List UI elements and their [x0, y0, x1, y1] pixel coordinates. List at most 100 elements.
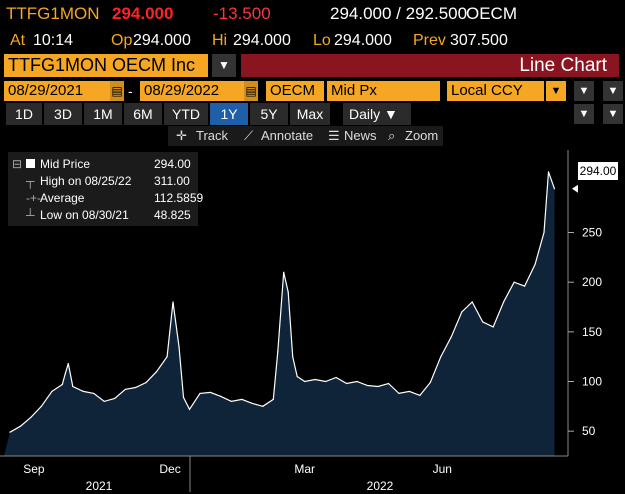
price-point: [335, 376, 337, 379]
price-point: [135, 386, 137, 389]
x-tick-label: Mar: [294, 462, 315, 476]
price-field[interactable]: Mid Px: [327, 81, 440, 101]
options-dropdown-icon[interactable]: ▼: [574, 81, 594, 101]
price-point: [272, 398, 274, 400]
last-price: 294.000: [112, 4, 174, 23]
security-dropdown-icon[interactable]: ▼: [212, 54, 236, 77]
period-tab-1y[interactable]: 1Y: [210, 103, 248, 125]
price-point: [461, 311, 463, 313]
x-tick-label: Sep: [23, 462, 45, 476]
low-label: Lo: [313, 32, 331, 49]
price-point: [188, 408, 191, 410]
price-point: [64, 372, 66, 375]
bid-ask: 294.000 / 292.500: [330, 4, 468, 23]
legend-avg-label: Average: [40, 191, 85, 205]
price-point: [513, 281, 515, 283]
ticker: TTFG1MON: [6, 4, 100, 23]
price-point: [241, 398, 243, 400]
price-point: [277, 351, 279, 353]
collapse-icon[interactable]: ⊟: [12, 157, 23, 171]
period-tab-ytd[interactable]: YTD: [164, 103, 208, 125]
open-label: Op: [111, 32, 133, 49]
annotate-icon[interactable]: ⟋: [244, 128, 254, 143]
zoom-button[interactable]: Zoom: [405, 128, 439, 143]
menu-dropdown-icon[interactable]: ▼: [603, 81, 623, 101]
chart-legend: ⊟ Mid Price 294.00 ┬ High on 08/25/22 31…: [8, 152, 203, 226]
prev-label: Prev: [413, 32, 446, 49]
y-tick-label: 250: [582, 226, 602, 240]
track-icon[interactable]: ✛: [176, 128, 187, 143]
quote-line-2: At 10:14 Op 294.000 Hi 294.000 Lo 294.00…: [0, 28, 625, 52]
price-point: [314, 378, 316, 381]
period-tab-6m[interactable]: 6M: [124, 103, 162, 125]
y-tick-label: 50: [582, 424, 596, 438]
price-point: [398, 392, 400, 395]
price-change: -13.500: [213, 4, 271, 23]
price-point: [67, 363, 69, 365]
period-tab-1d[interactable]: 1D: [6, 103, 42, 125]
currency-dropdown-icon[interactable]: ▼: [546, 81, 566, 101]
annotate-button[interactable]: Annotate: [261, 128, 314, 143]
price-point: [124, 388, 126, 391]
price-point: [292, 356, 294, 358]
news-icon[interactable]: ☰: [328, 128, 340, 143]
price-point: [262, 405, 264, 407]
price-point: [230, 400, 232, 402]
price-point: [283, 271, 285, 273]
end-calendar-icon[interactable]: ▤: [244, 81, 258, 101]
price-point: [40, 405, 42, 407]
start-calendar-icon[interactable]: ▤: [110, 81, 124, 101]
price-point: [178, 346, 180, 348]
price-point: [182, 396, 185, 398]
price-point: [114, 397, 116, 399]
price-point: [523, 285, 526, 287]
y-tick-label: 200: [582, 275, 602, 289]
price-point: [440, 356, 442, 358]
news-button[interactable]: News: [344, 128, 377, 143]
prev-value: 307.500: [450, 32, 508, 49]
price-point: [155, 370, 158, 373]
last-price-tag: 294.00: [578, 162, 618, 180]
price-point: [166, 356, 168, 358]
date-separator: -: [128, 83, 133, 99]
price-chart[interactable]: 50 100 150 200 250 Sep Dec Mar Jun 2021 2022: [0, 150, 625, 494]
period-tab-3d[interactable]: 3D: [44, 103, 82, 125]
price-point: [429, 381, 431, 384]
legend-low-label: Low on 08/30/21: [40, 208, 129, 222]
source-field[interactable]: OECM: [266, 81, 324, 101]
price-point: [482, 321, 484, 323]
zoom-icon[interactable]: ⌕: [388, 128, 396, 143]
high-marker-icon: ┬: [26, 174, 35, 188]
high-value: 294.000: [233, 32, 291, 49]
track-button[interactable]: Track: [196, 128, 229, 143]
at-label: At: [10, 32, 26, 49]
legend-mid-value: 294.00: [154, 157, 191, 171]
period-tab-5y[interactable]: 5Y: [250, 103, 288, 125]
price-point: [9, 431, 11, 433]
price-point: [356, 380, 358, 383]
start-date-field[interactable]: 08/29/2021: [4, 81, 110, 101]
period-tab-1m[interactable]: 1M: [84, 103, 122, 125]
end-date-field[interactable]: 08/29/2022: [140, 81, 244, 101]
tools-option-icon[interactable]: ▼: [603, 104, 623, 124]
high-label: Hi: [212, 32, 228, 49]
period-tab-max[interactable]: Max: [290, 103, 330, 125]
price-point: [419, 394, 421, 397]
x-tick-label: Jun: [433, 462, 452, 476]
frequency-option-icon[interactable]: ▼: [574, 104, 594, 124]
security-field[interactable]: TTFG1MON OECM Inc: [4, 54, 208, 77]
price-point: [325, 380, 327, 383]
price-point: [345, 382, 348, 385]
price-point: [553, 188, 556, 190]
open-value: 294.000: [133, 32, 191, 49]
price-point: [209, 391, 212, 394]
price-point: [304, 380, 306, 383]
frequency-dropdown[interactable]: Daily ▼: [343, 103, 411, 125]
exchange: OECM: [466, 4, 517, 23]
price-point: [534, 263, 536, 265]
price-point: [199, 392, 201, 395]
price-point: [450, 336, 452, 338]
currency-field[interactable]: Local CCY: [447, 81, 544, 101]
price-point: [366, 384, 369, 387]
last-price-pointer: [572, 184, 578, 193]
